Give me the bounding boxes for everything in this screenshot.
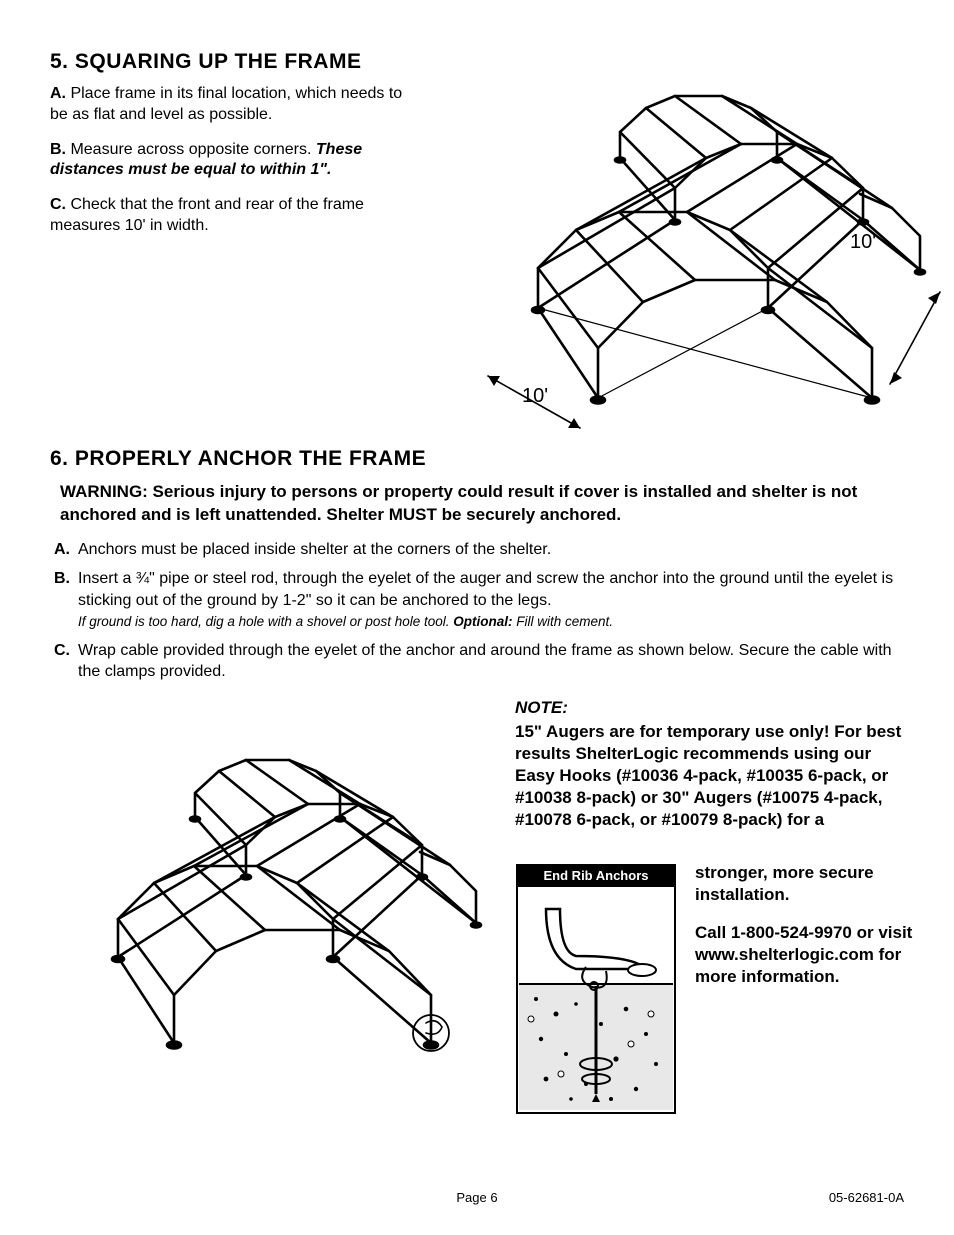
step-text: Insert a ¾" pipe or steel rod, through t… <box>78 570 893 609</box>
note-body-2: stronger, more secure installation. <box>695 862 925 906</box>
subnote-lead: If ground is too hard, dig a hole with a… <box>78 614 453 629</box>
section6-figures: NOTE: 15" Augers are for temporary use o… <box>50 697 904 1127</box>
anchor-detail-caption: End Rib Anchors <box>544 868 649 883</box>
step-label: A. <box>54 539 78 561</box>
step-5b: B. Measure across opposite corners. Thes… <box>50 140 420 182</box>
step-body: Check that the front and rear of the fra… <box>50 196 364 234</box>
step-5a: A. Place frame in its final location, wh… <box>50 84 420 126</box>
step-body: Measure across opposite corners. <box>66 141 316 158</box>
section-anchor-frame: 6. Properly Anchor the Frame WARNING: Se… <box>50 447 904 1127</box>
step-6b: B. Insert a ¾" pipe or steel rod, throug… <box>54 568 904 631</box>
step-label: B. <box>54 568 78 631</box>
step-subnote: If ground is too hard, dig a hole with a… <box>78 613 904 631</box>
step-6a: A. Anchors must be placed inside shelter… <box>54 539 904 561</box>
note-contact: Call 1-800-524-9970 or visit www.shelter… <box>695 922 925 988</box>
step-label: A. <box>50 85 66 102</box>
subnote-bold: Optional: <box>453 614 512 629</box>
page-number: Page 6 <box>50 1190 904 1205</box>
note-block: NOTE: 15" Augers are for temporary use o… <box>515 697 915 832</box>
note-heading: NOTE: <box>515 697 915 719</box>
frame-diagram-top: 10' 10' <box>450 40 954 460</box>
dimension-front: 10' <box>522 385 548 407</box>
step-body: Insert a ¾" pipe or steel rod, through t… <box>78 568 904 631</box>
step-label: B. <box>50 141 66 158</box>
step-body: Anchors must be placed inside shelter at… <box>78 539 904 561</box>
dimension-rear: 10' <box>850 231 876 253</box>
page-footer: Page 6 05-62681-0A <box>50 1190 904 1205</box>
subnote-tail: Fill with cement. <box>512 614 613 629</box>
step-body: Place frame in its final location, which… <box>50 85 402 123</box>
step-label: C. <box>50 196 66 213</box>
section5-text: A. Place frame in its final location, wh… <box>50 84 420 237</box>
section6-steps: A. Anchors must be placed inside shelter… <box>54 539 904 683</box>
step-label: C. <box>54 640 78 683</box>
note-body-1: 15" Augers are for temporary use only! F… <box>515 721 915 831</box>
note-block-right: stronger, more secure installation. Call… <box>695 862 925 988</box>
section-squaring-frame: 5. Squaring Up the Frame A. Place frame … <box>50 50 904 237</box>
warning-text: WARNING: Serious injury to persons or pr… <box>60 481 894 527</box>
frame-diagram-bottom <box>40 717 510 1087</box>
step-6c: C. Wrap cable provided through the eyele… <box>54 640 904 683</box>
step-body: Wrap cable provided through the eyelet o… <box>78 640 904 683</box>
step-5c: C. Check that the front and rear of the … <box>50 195 420 237</box>
anchor-detail-figure: End Rib Anchors <box>516 864 676 1114</box>
